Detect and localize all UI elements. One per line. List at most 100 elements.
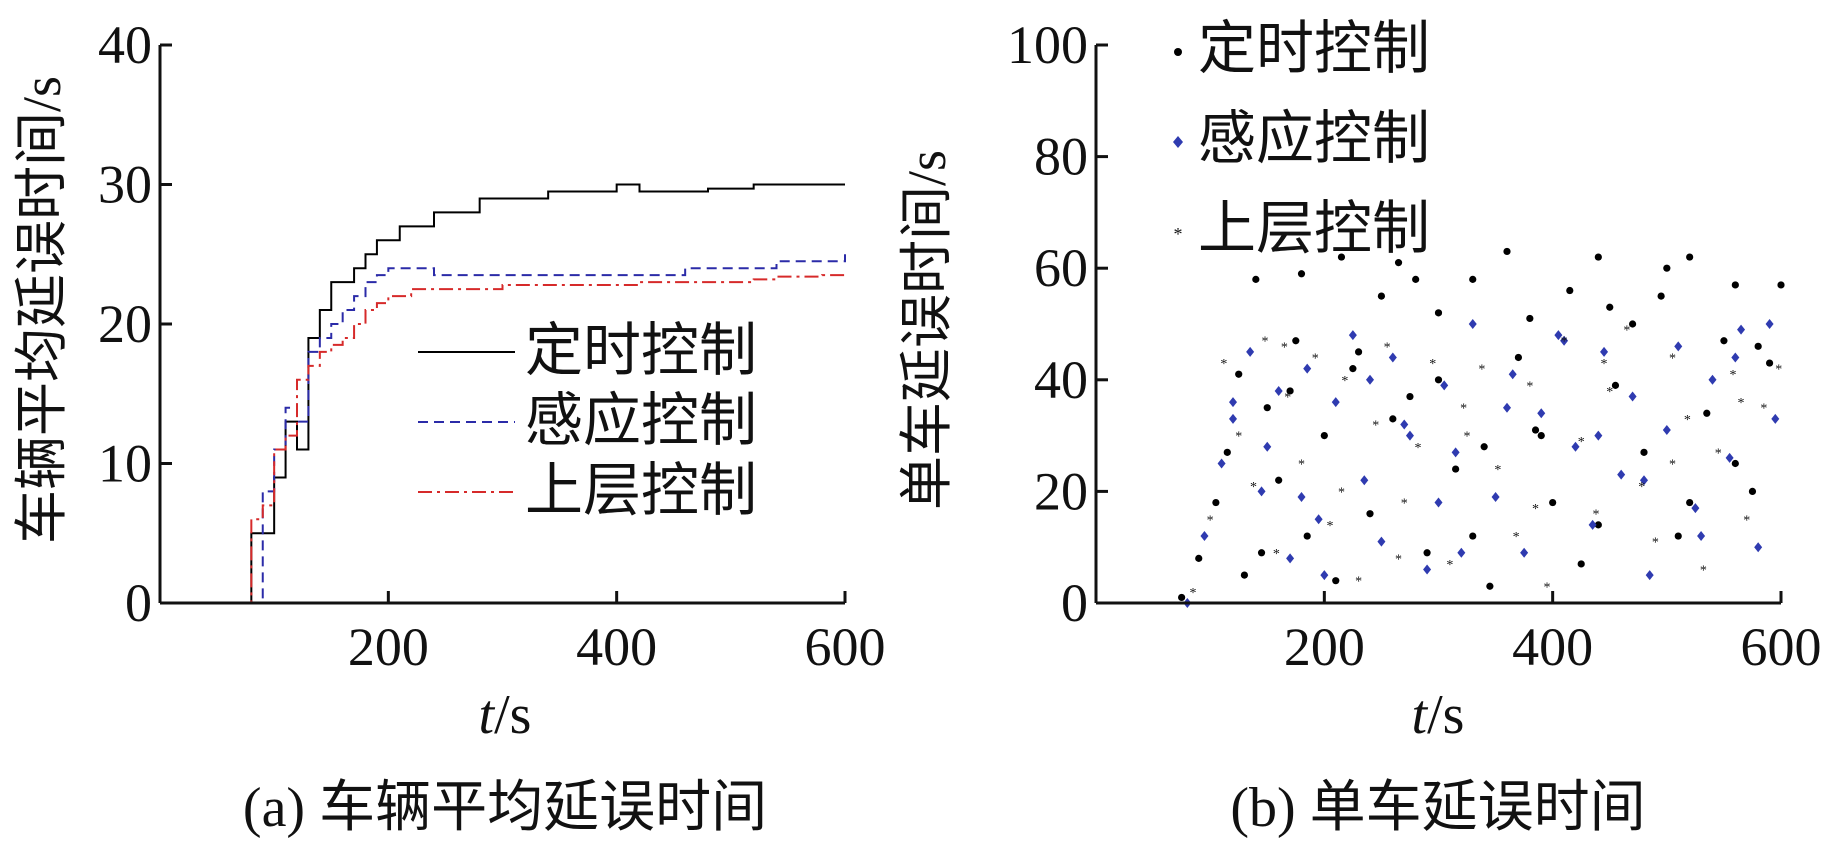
panel-a-x-axis-label: t/s: [479, 684, 532, 746]
y-tick-label: 40: [1034, 350, 1088, 410]
scatter-point-diamond: [1571, 441, 1580, 452]
scatter-point-diamond: [1451, 447, 1460, 458]
scatter-point-dot: [1354, 348, 1363, 356]
scatter-point-diamond: [1645, 570, 1654, 581]
scatter-point-star: *: [1235, 430, 1242, 445]
legend-label-2: 感应控制: [1198, 106, 1430, 171]
y-tick-label: 60: [1034, 238, 1088, 298]
panel-b-x-axis-label: t/s: [1412, 684, 1465, 746]
scatter-point-star: *: [1384, 340, 1391, 355]
scatter-point-star: *: [1513, 530, 1520, 545]
scatter-point-star: *: [1743, 513, 1750, 528]
legend-label-2: 感应控制: [525, 388, 757, 453]
scatter-point-star: *: [1526, 379, 1533, 394]
scatter-point-diamond: [1674, 341, 1683, 352]
scatter-point-dot: [1720, 337, 1728, 345]
scatter-point-star: *: [1464, 430, 1471, 445]
x-tick-label: 400: [576, 617, 657, 677]
scatter-point-diamond: [1200, 531, 1209, 542]
scatter-point-dot: [1731, 281, 1739, 289]
scatter-point-diamond: [1400, 419, 1409, 430]
scatter-point-diamond: [1537, 408, 1546, 419]
legend-marker-1: [1174, 48, 1182, 56]
panel-b-y-ticks: 0 20 40 60 80 100: [1007, 15, 1108, 633]
panel-b-scatter-points: * * * * * * * * * * * * * * * * * * * * * * * * * * * * * * * * * * * * * * * *…: [1178, 247, 1785, 608]
scatter-point-star: *: [1261, 335, 1268, 350]
scatter-point-dot: [1240, 571, 1249, 579]
scatter-point-dot: [1212, 498, 1220, 507]
scatter-point-diamond: [1331, 397, 1340, 408]
panel-a-series-lines: [239, 183, 846, 604]
panel-a-y-axis-label: 车辆平均延误时间/s: [12, 76, 72, 544]
y-tick-label: 20: [98, 294, 152, 354]
scatter-point-dot: [1611, 381, 1620, 389]
scatter-point-dot: [1577, 560, 1585, 568]
scatter-point-star: *: [1623, 324, 1630, 339]
scatter-point-dot: [1657, 292, 1665, 300]
scatter-point-diamond: [1691, 503, 1700, 514]
scatter-point-dot: [1640, 448, 1648, 456]
scatter-point-diamond: [1388, 352, 1397, 363]
scatter-point-diamond: [1297, 491, 1306, 502]
scatter-point-dot: [1526, 314, 1534, 323]
scatter-point-diamond: [1731, 352, 1740, 363]
scatter-point-dot: [1406, 392, 1414, 401]
scatter-point-diamond: [1617, 469, 1626, 480]
scatter-point-diamond: [1697, 531, 1706, 542]
scatter-point-star: *: [1578, 435, 1585, 450]
scatter-point-star: *: [1494, 463, 1501, 478]
legend-label-3: 上层控制: [525, 458, 757, 523]
scatter-point-diamond: [1440, 380, 1449, 391]
y-tick-label: 0: [1061, 573, 1088, 633]
scatter-point-diamond: [1257, 486, 1266, 497]
scatter-point-star: *: [1395, 552, 1402, 567]
scatter-point-star: *: [1341, 374, 1348, 389]
scatter-point-diamond: [1274, 385, 1283, 396]
scatter-point-dot: [1674, 532, 1682, 540]
scatter-point-dot: [1434, 376, 1443, 384]
x-tick-label: 600: [805, 617, 886, 677]
scatter-point-diamond: [1560, 335, 1569, 346]
scatter-point-diamond: [1508, 369, 1517, 380]
scatter-point-dot: [1503, 247, 1511, 256]
scatter-point-star: *: [1207, 513, 1214, 528]
scatter-point-dot: [1537, 432, 1545, 440]
scatter-point-diamond: [1503, 402, 1511, 413]
scatter-point-diamond: [1246, 346, 1255, 357]
scatter-point-star: *: [1532, 502, 1539, 517]
scatter-point-dot: [1389, 415, 1397, 423]
scatter-point-star: *: [1730, 368, 1737, 383]
scatter-point-star: *: [1312, 351, 1319, 366]
scatter-point-diamond: [1286, 553, 1295, 564]
scatter-point-dot: [1332, 577, 1340, 585]
scatter-point-diamond: [1594, 430, 1603, 441]
scatter-point-dot: [1257, 549, 1266, 557]
scatter-point-dot: [1275, 476, 1283, 484]
panel-a-avg-delay-chart: 车辆平均延误时间/s 0 10 20 30 40 200 400 600 t/s 定时控制感…: [12, 15, 886, 839]
y-tick-label: 80: [1034, 127, 1088, 187]
scatter-point-star: *: [1355, 575, 1362, 590]
scatter-point-star: *: [1700, 564, 1707, 579]
scatter-point-star: *: [1601, 357, 1608, 372]
panel-a-caption: (a) 车辆平均延误时间: [243, 777, 767, 839]
x-tick-label: 200: [348, 617, 429, 677]
scatter-point-diamond: [1217, 458, 1226, 469]
x-tick-label: 400: [1512, 617, 1593, 677]
scatter-point-star: *: [1281, 340, 1288, 355]
scatter-point-diamond: [1263, 441, 1272, 452]
scatter-point-star: *: [1669, 351, 1676, 366]
scatter-point-dot: [1297, 270, 1306, 278]
scatter-point-dot: [1412, 275, 1420, 283]
scatter-point-diamond: [1303, 363, 1312, 374]
scatter-point-diamond: [1434, 497, 1443, 508]
scatter-point-diamond: [1320, 570, 1329, 581]
scatter-point-dot: [1377, 292, 1386, 300]
scatter-point-star: *: [1715, 446, 1722, 461]
scatter-point-diamond: [1600, 346, 1609, 357]
scatter-point-star: *: [1561, 335, 1568, 350]
scatter-point-star: *: [1652, 536, 1659, 551]
scatter-point-diamond: [1377, 536, 1386, 547]
scatter-point-diamond: [1725, 452, 1734, 463]
